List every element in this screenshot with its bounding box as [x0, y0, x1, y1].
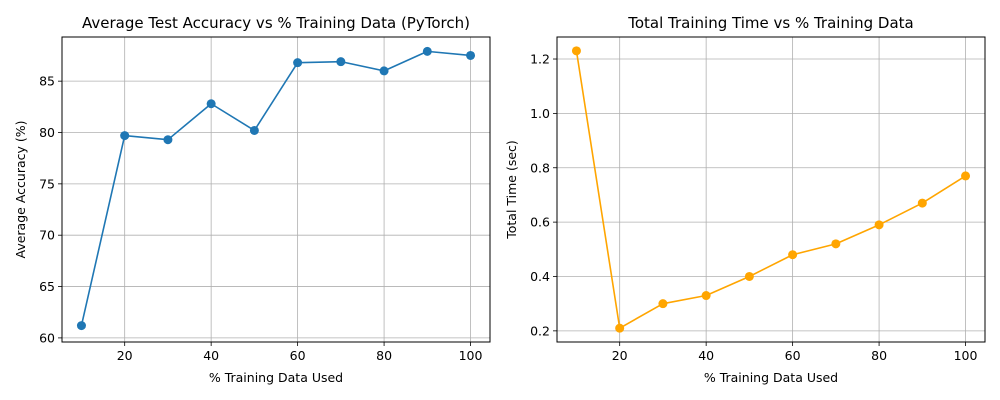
accuracy-y-axis-label: Average Accuracy (%)	[13, 121, 28, 259]
accuracy-data-point	[163, 135, 173, 145]
time-x-tick-label: 40	[698, 348, 714, 363]
time-data-point	[701, 291, 711, 301]
accuracy-data-point	[466, 50, 476, 60]
accuracy-data-point	[293, 58, 303, 68]
time-chart-title: Total Training Time vs % Training Data	[627, 14, 913, 32]
accuracy-series-line	[80, 50, 471, 326]
time-data-point	[831, 239, 841, 249]
accuracy-x-tick-label: 60	[290, 348, 306, 363]
time-data-point	[961, 171, 971, 181]
time-chart: Total Training Time vs % Training Data %…	[504, 14, 986, 385]
time-data-point	[571, 46, 581, 56]
time-data-point	[744, 271, 754, 281]
accuracy-y-tick-label: 70	[39, 228, 55, 243]
accuracy-x-tick-label: 100	[459, 348, 483, 363]
accuracy-data-point	[379, 66, 389, 76]
accuracy-plot-frame	[61, 36, 491, 343]
accuracy-y-tick-label: 75	[39, 176, 55, 191]
accuracy-chart: Average Test Accuracy vs % Training Data…	[13, 14, 491, 385]
accuracy-data-point	[120, 131, 130, 141]
accuracy-x-tick-label: 20	[117, 348, 133, 363]
accuracy-x-tick-label: 80	[376, 348, 392, 363]
accuracy-y-tick-label: 85	[39, 74, 55, 89]
accuracy-y-tick-label: 80	[39, 125, 55, 140]
time-y-axis-label: Total Time (sec)	[504, 140, 519, 240]
time-y-tick-label: 1.2	[530, 52, 550, 67]
accuracy-chart-title: Average Test Accuracy vs % Training Data…	[82, 14, 470, 32]
time-x-tick-label: 60	[785, 348, 801, 363]
time-data-point	[615, 323, 625, 333]
accuracy-y-tick-label: 65	[39, 279, 55, 294]
accuracy-x-tick-label: 40	[203, 348, 219, 363]
time-y-tick-label: 0.8	[530, 160, 550, 175]
time-series-line	[575, 50, 966, 329]
time-data-point	[917, 198, 927, 208]
time-x-tick-label: 80	[871, 348, 887, 363]
accuracy-y-tick-label: 60	[39, 330, 55, 345]
accuracy-x-axis-label: % Training Data Used	[209, 370, 343, 385]
accuracy-data-point	[249, 125, 259, 135]
time-data-point	[874, 220, 884, 230]
time-x-tick-label: 20	[612, 348, 628, 363]
accuracy-data-point	[422, 46, 432, 56]
time-y-tick-label: 0.4	[530, 269, 550, 284]
time-plot-frame	[556, 36, 986, 343]
time-x-tick-label: 100	[954, 348, 978, 363]
time-y-tick-label: 0.2	[530, 323, 550, 338]
time-data-point	[788, 250, 798, 260]
time-data-point	[658, 299, 668, 309]
accuracy-data-point	[76, 321, 86, 331]
time-y-tick-label: 0.6	[530, 215, 550, 230]
accuracy-data-point	[336, 57, 346, 67]
time-x-axis-label: % Training Data Used	[704, 370, 838, 385]
accuracy-data-point	[206, 99, 216, 109]
time-y-tick-label: 1.0	[530, 106, 550, 121]
